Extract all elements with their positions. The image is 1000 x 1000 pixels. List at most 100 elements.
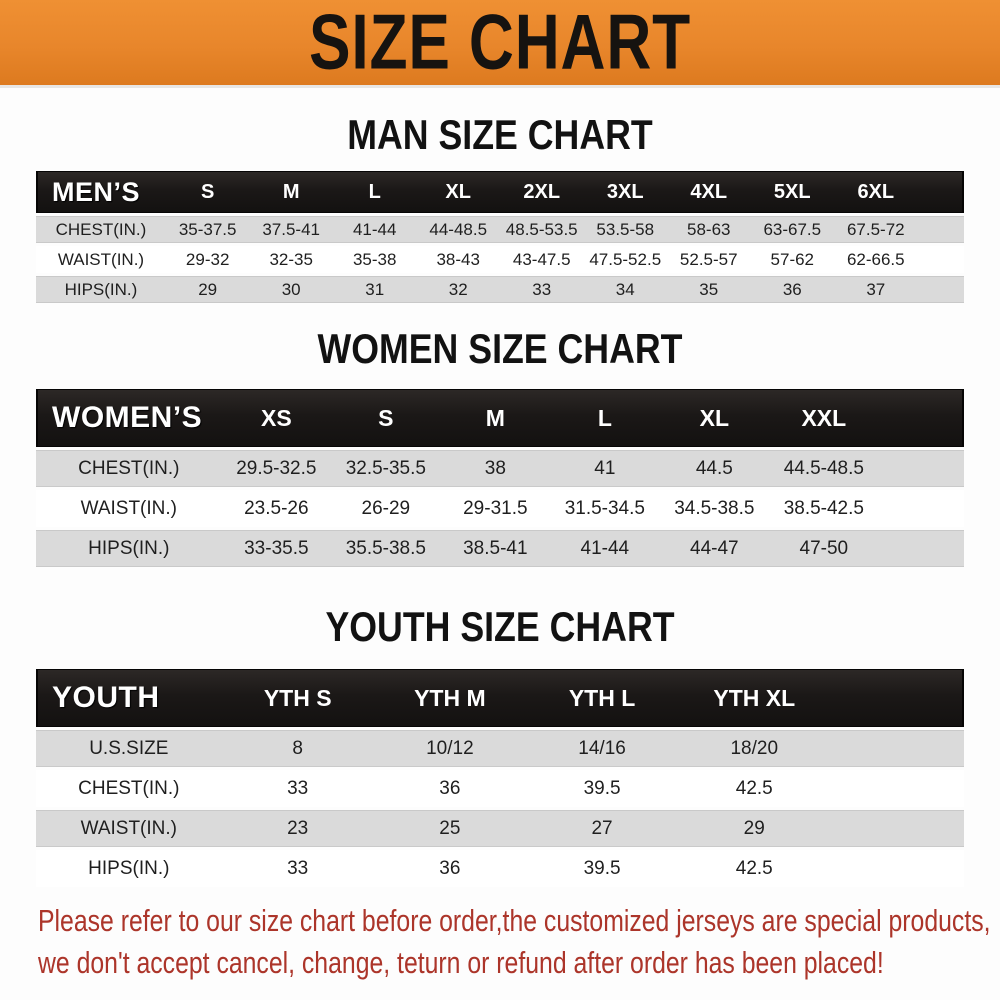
youth-chest-row: CHEST(IN.) 33 36 39.5 42.5 — [36, 770, 964, 807]
youth-section-heading: YOUTH SIZE CHART — [325, 603, 675, 650]
size-value-cell: 29-31.5 — [440, 490, 551, 527]
size-column-header: M — [249, 171, 333, 213]
size-column-header: S — [331, 389, 441, 447]
men-table-corner-label: MEN’S — [36, 171, 166, 213]
size-value-cell: 23 — [221, 810, 374, 847]
size-value-cell: 47-50 — [769, 530, 879, 567]
size-column-header: XS — [221, 389, 332, 447]
size-value-cell: 32 — [416, 276, 500, 303]
row-label: CHEST(IN.) — [36, 770, 222, 807]
youth-hips-row: HIPS(IN.) 33 36 39.5 42.5 — [36, 850, 964, 887]
size-value-cell: 48.5-53.5 — [499, 216, 584, 243]
youth-table-corner-label: YOUTH — [36, 669, 222, 727]
size-column-header: M — [440, 389, 551, 447]
size-value-cell: 37 — [834, 276, 918, 303]
men-hips-row: HIPS(IN.) 29 30 31 32 33 34 35 36 37 — [36, 276, 964, 303]
size-value-cell: 38.5-41 — [440, 530, 551, 567]
size-value-cell: 14/16 — [525, 730, 679, 767]
size-column-header: XXL — [769, 389, 879, 447]
size-column-header: 3XL — [583, 171, 667, 213]
spacer-cell — [830, 770, 964, 807]
youth-section: YOUTH SIZE CHART YOUTH YTH S YTH M YTH L… — [0, 604, 1000, 890]
size-value-cell: 41-44 — [550, 530, 660, 567]
size-value-cell: 31 — [332, 276, 417, 303]
spacer-cell — [917, 246, 964, 273]
disclaimer: Please refer to our size chart before or… — [38, 900, 1000, 984]
size-value-cell: 44.5-48.5 — [769, 450, 879, 487]
size-value-cell: 35 — [667, 276, 751, 303]
size-value-cell: 29 — [678, 810, 831, 847]
size-value-cell: 35.5-38.5 — [331, 530, 441, 567]
women-section-heading: WOMEN SIZE CHART — [317, 325, 683, 372]
size-value-cell: 41 — [550, 450, 660, 487]
women-table-corner-label: WOMEN’S — [36, 389, 222, 447]
women-header-row: WOMEN’S XS S M L XL XXL — [36, 389, 964, 447]
size-value-cell: 18/20 — [678, 730, 831, 767]
size-value-cell: 44-47 — [659, 530, 770, 567]
size-column-header: 4XL — [667, 171, 751, 213]
spacer-cell — [830, 810, 964, 847]
size-value-cell: 32-35 — [249, 246, 333, 273]
size-column-header: 5XL — [750, 171, 835, 213]
disclaimer-line: we don't accept cancel, change, teturn o… — [38, 945, 884, 980]
men-waist-row: WAIST(IN.) 29-32 32-35 35-38 38-43 43-47… — [36, 246, 964, 273]
size-value-cell: 35-38 — [332, 246, 417, 273]
row-label: WAIST(IN.) — [36, 246, 166, 273]
women-waist-row: WAIST(IN.) 23.5-26 26-29 29-31.5 31.5-34… — [36, 490, 964, 527]
size-column-header: L — [550, 389, 660, 447]
spacer-cell — [878, 450, 964, 487]
row-label: HIPS(IN.) — [36, 850, 222, 887]
youth-size-table: YOUTH YTH S YTH M YTH L YTH XL U.S.SIZE … — [36, 666, 964, 890]
size-value-cell: 53.5-58 — [583, 216, 667, 243]
size-column-header: XL — [416, 171, 500, 213]
size-value-cell: 36 — [373, 850, 526, 887]
size-value-cell: 42.5 — [678, 770, 831, 807]
spacer-header-cell — [917, 171, 964, 213]
women-size-table: WOMEN’S XS S M L XL XXL CHEST(IN.) 29.5-… — [36, 386, 964, 570]
women-hips-row: HIPS(IN.) 33-35.5 35.5-38.5 38.5-41 41-4… — [36, 530, 964, 567]
size-value-cell: 57-62 — [750, 246, 835, 273]
size-value-cell: 25 — [373, 810, 526, 847]
row-label: HIPS(IN.) — [36, 276, 166, 303]
youth-ussize-row: U.S.SIZE 8 10/12 14/16 18/20 — [36, 730, 964, 767]
size-value-cell: 47.5-52.5 — [583, 246, 667, 273]
spacer-cell — [878, 530, 964, 567]
spacer-header-cell — [830, 669, 964, 727]
banner-title: SIZE CHART — [308, 0, 692, 86]
size-value-cell: 23.5-26 — [221, 490, 332, 527]
row-label: CHEST(IN.) — [36, 216, 166, 243]
men-header-row: MEN’S S M L XL 2XL 3XL 4XL 5XL 6XL — [36, 171, 964, 213]
size-value-cell: 43-47.5 — [499, 246, 584, 273]
man-section: MAN SIZE CHART MEN’S S M L XL 2XL 3XL 4X… — [0, 112, 1000, 306]
size-value-cell: 44.5 — [659, 450, 770, 487]
size-value-cell: 39.5 — [525, 770, 679, 807]
men-chest-row: CHEST(IN.) 35-37.5 37.5-41 41-44 44-48.5… — [36, 216, 964, 243]
size-value-cell: 29 — [165, 276, 250, 303]
size-column-header: YTH S — [221, 669, 374, 727]
size-value-cell: 38-43 — [416, 246, 500, 273]
size-value-cell: 32.5-35.5 — [331, 450, 441, 487]
size-chart-banner: SIZE CHART — [0, 0, 1000, 88]
size-value-cell: 27 — [525, 810, 679, 847]
size-value-cell: 31.5-34.5 — [550, 490, 660, 527]
size-value-cell: 36 — [750, 276, 835, 303]
size-value-cell: 33 — [221, 850, 374, 887]
women-section: WOMEN SIZE CHART WOMEN’S XS S M L XL XXL — [0, 326, 1000, 570]
size-column-header: S — [165, 171, 250, 213]
size-value-cell: 36 — [373, 770, 526, 807]
size-value-cell: 30 — [249, 276, 333, 303]
size-value-cell: 35-37.5 — [165, 216, 250, 243]
size-column-header: YTH M — [373, 669, 526, 727]
spacer-header-cell — [878, 389, 964, 447]
size-value-cell: 33 — [499, 276, 584, 303]
size-value-cell: 29.5-32.5 — [221, 450, 332, 487]
row-label: WAIST(IN.) — [36, 810, 222, 847]
row-label: WAIST(IN.) — [36, 490, 222, 527]
size-value-cell: 29-32 — [165, 246, 250, 273]
size-value-cell: 44-48.5 — [416, 216, 500, 243]
disclaimer-line: Please refer to our size chart before or… — [38, 903, 991, 938]
size-column-header: YTH L — [525, 669, 679, 727]
size-value-cell: 37.5-41 — [249, 216, 333, 243]
size-value-cell: 39.5 — [525, 850, 679, 887]
row-label: U.S.SIZE — [36, 730, 222, 767]
